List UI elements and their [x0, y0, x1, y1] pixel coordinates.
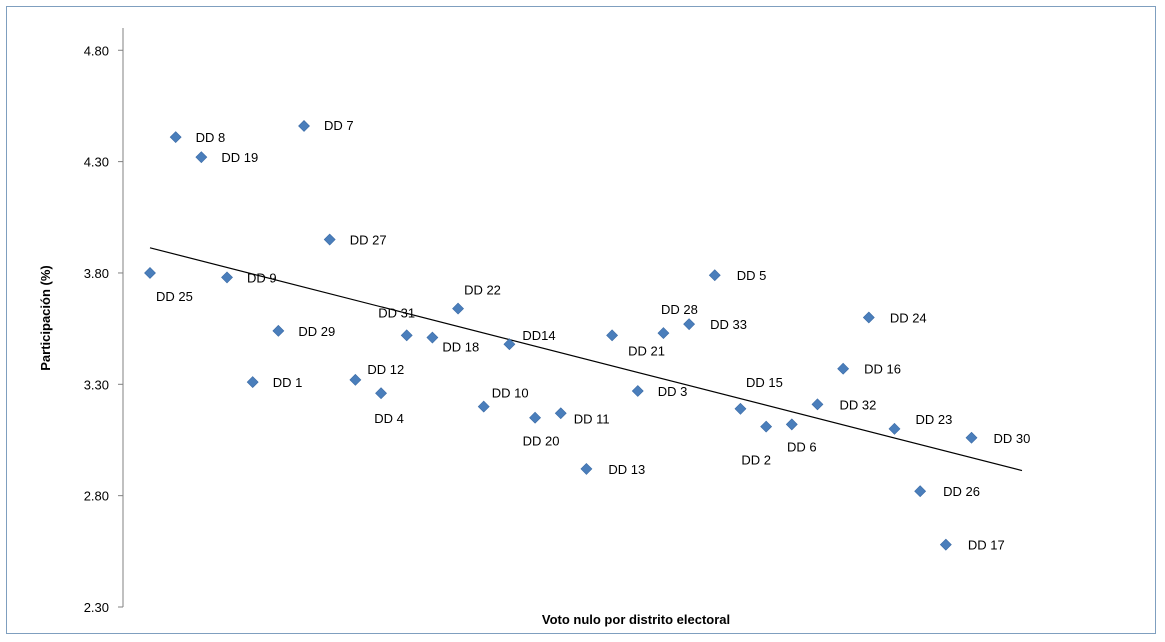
x-axis-title: Voto nulo por distrito electoral [542, 612, 730, 627]
data-point-label: DD 23 [915, 412, 952, 427]
data-point-label: DD 6 [787, 439, 817, 454]
data-point-label: DD 32 [839, 397, 876, 412]
data-point-label: DD 4 [374, 411, 404, 426]
trend-line [149, 247, 1023, 472]
data-point-label: DD 26 [943, 484, 980, 499]
data-point-marker [349, 373, 362, 386]
data-point-label: DD 19 [221, 150, 258, 165]
data-point-label: DD 28 [661, 302, 698, 317]
data-point-marker [631, 385, 644, 397]
data-point-marker [939, 538, 952, 551]
data-point-label: DD 5 [737, 268, 767, 283]
y-tick-label: 2.80 [84, 489, 109, 504]
y-tick-label: 4.80 [84, 43, 109, 58]
data-point-marker [683, 318, 696, 331]
y-tick-label: 3.30 [84, 377, 109, 392]
data-point-marker [580, 463, 593, 475]
data-point-marker [837, 362, 850, 375]
data-point-label: DD 30 [994, 431, 1031, 446]
y-axis-title: Participación (%) [38, 265, 53, 370]
data-point-marker [760, 420, 773, 433]
data-point-marker [221, 271, 233, 284]
data-point-label: DD 13 [608, 462, 645, 477]
data-point-label: DD14 [522, 328, 555, 343]
data-points [144, 120, 978, 551]
y-tick-label: 2.30 [84, 600, 109, 615]
data-point-label: DD 1 [273, 375, 303, 390]
data-point-label: DD 2 [741, 453, 771, 468]
data-point-marker [426, 331, 439, 344]
data-point-marker [734, 402, 747, 415]
data-point-label: DD 9 [247, 270, 277, 285]
data-point-marker [862, 311, 875, 324]
data-point-marker [811, 398, 824, 411]
data-point-marker [785, 418, 798, 431]
data-point-marker [246, 376, 259, 389]
data-point-label: DD 24 [890, 311, 927, 326]
data-point-marker [452, 302, 464, 315]
data-point-label: DD 11 [574, 411, 610, 426]
data-point-marker [298, 120, 310, 132]
data-point-label: DD 25 [156, 289, 193, 304]
data-point-marker [606, 329, 619, 342]
data-point-marker [503, 338, 516, 351]
data-point-marker [144, 267, 156, 279]
data-point-label: DD 20 [523, 434, 560, 449]
data-point-label: DD 18 [442, 340, 479, 355]
data-point-marker [708, 269, 721, 282]
data-point-label: DD 31 [378, 305, 415, 320]
data-point-label: DD 29 [298, 324, 335, 339]
data-point-label: DD 33 [710, 317, 747, 332]
data-point-label: DD 21 [628, 343, 665, 358]
data-point-label: DD 3 [658, 384, 688, 399]
data-point-label: DD 22 [464, 283, 501, 298]
data-point-marker [529, 411, 542, 424]
data-point-label: DD 10 [492, 386, 529, 401]
data-point-marker [195, 151, 208, 164]
data-point-marker [914, 485, 927, 498]
data-point-marker [272, 324, 285, 337]
data-point-marker [888, 422, 901, 435]
data-point-label: DD 15 [746, 375, 783, 390]
data-point-label: DD 12 [367, 362, 404, 377]
data-point-label: DD 17 [968, 538, 1005, 553]
data-point-label: DD 7 [324, 118, 354, 133]
data-point-marker [323, 233, 336, 246]
data-point-marker [375, 387, 387, 400]
data-point-marker [965, 431, 978, 444]
data-point-label: DD 27 [350, 233, 387, 248]
y-ticks: 4.80 4.30 3.80 3.30 2.80 2.30 [84, 43, 123, 615]
point-labels: DD 25 DD 8 DD 19 DD 9 DD 1 DD 29 DD 7 DD 27 DD 1… [156, 118, 1030, 553]
data-point-marker [477, 400, 490, 413]
data-point-label: DD 8 [196, 130, 226, 145]
data-point-marker [554, 407, 567, 420]
y-tick-label: 4.30 [84, 155, 109, 170]
data-point-marker [169, 131, 182, 144]
data-point-label: DD 16 [864, 362, 901, 377]
data-point-marker [657, 327, 670, 340]
data-point-marker [400, 329, 413, 342]
chart-frame [6, 6, 1156, 634]
y-tick-label: 3.80 [84, 266, 109, 281]
